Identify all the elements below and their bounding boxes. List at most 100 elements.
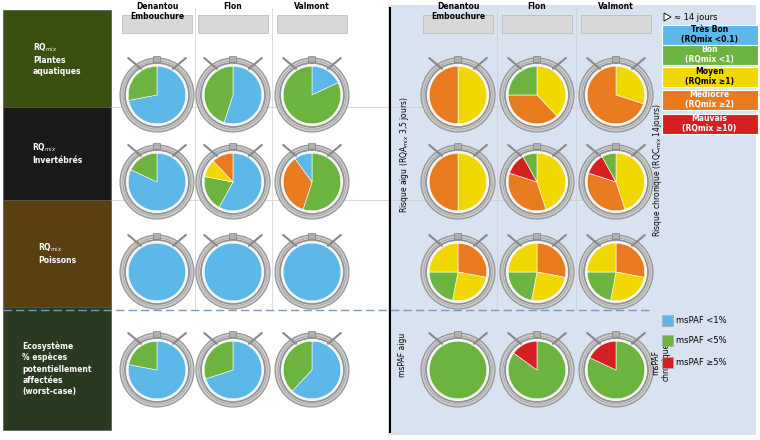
Ellipse shape	[421, 58, 495, 132]
Ellipse shape	[199, 336, 267, 404]
FancyBboxPatch shape	[230, 143, 236, 150]
FancyBboxPatch shape	[581, 15, 651, 33]
Text: Médiocre
(RQmix ≥2): Médiocre (RQmix ≥2)	[685, 90, 734, 109]
Text: RQ$_{mix}$
Poissons: RQ$_{mix}$ Poissons	[38, 242, 76, 265]
FancyBboxPatch shape	[662, 315, 673, 326]
Wedge shape	[131, 153, 157, 182]
Ellipse shape	[275, 235, 349, 309]
Ellipse shape	[280, 338, 344, 402]
Ellipse shape	[201, 338, 265, 402]
FancyBboxPatch shape	[309, 143, 315, 150]
FancyBboxPatch shape	[661, 114, 758, 133]
Ellipse shape	[500, 333, 574, 407]
Ellipse shape	[201, 150, 265, 214]
Wedge shape	[616, 243, 644, 277]
Wedge shape	[293, 341, 340, 399]
Ellipse shape	[120, 58, 194, 132]
Ellipse shape	[196, 333, 270, 407]
Ellipse shape	[579, 58, 653, 132]
Ellipse shape	[584, 150, 648, 214]
Text: msPAF <1%: msPAF <1%	[676, 315, 727, 325]
FancyBboxPatch shape	[423, 15, 493, 33]
Ellipse shape	[500, 145, 574, 219]
Wedge shape	[587, 243, 616, 272]
FancyBboxPatch shape	[613, 234, 619, 239]
FancyBboxPatch shape	[309, 331, 315, 337]
FancyBboxPatch shape	[502, 15, 572, 33]
Ellipse shape	[579, 145, 653, 219]
Text: Valmont: Valmont	[598, 2, 634, 11]
FancyBboxPatch shape	[122, 15, 192, 33]
Wedge shape	[295, 153, 312, 182]
Ellipse shape	[426, 150, 490, 214]
Ellipse shape	[278, 148, 346, 216]
Wedge shape	[537, 153, 565, 209]
Wedge shape	[514, 341, 537, 370]
Wedge shape	[429, 66, 458, 124]
Wedge shape	[128, 153, 185, 211]
Ellipse shape	[579, 235, 653, 309]
Wedge shape	[458, 66, 487, 124]
FancyBboxPatch shape	[534, 143, 540, 150]
Ellipse shape	[505, 150, 569, 214]
FancyBboxPatch shape	[230, 234, 236, 239]
Wedge shape	[508, 173, 546, 211]
Wedge shape	[206, 341, 261, 399]
Text: Risque aigu (RQA$_{mix}$ 3,5 jours): Risque aigu (RQA$_{mix}$ 3,5 jours)	[398, 97, 411, 213]
Text: ≈ 14 jours: ≈ 14 jours	[674, 12, 717, 22]
FancyBboxPatch shape	[613, 56, 619, 62]
FancyBboxPatch shape	[3, 307, 111, 430]
FancyBboxPatch shape	[661, 89, 758, 110]
Ellipse shape	[275, 145, 349, 219]
FancyBboxPatch shape	[534, 56, 540, 62]
Wedge shape	[523, 153, 537, 182]
Wedge shape	[283, 159, 312, 209]
Wedge shape	[587, 66, 644, 124]
Text: Mauvais
(RQmix ≥10): Mauvais (RQmix ≥10)	[682, 114, 736, 133]
FancyBboxPatch shape	[3, 10, 111, 107]
Ellipse shape	[199, 61, 267, 129]
Ellipse shape	[120, 235, 194, 309]
Ellipse shape	[582, 148, 650, 216]
Wedge shape	[602, 153, 616, 182]
FancyBboxPatch shape	[388, 5, 756, 435]
Ellipse shape	[199, 148, 267, 216]
Wedge shape	[537, 66, 565, 116]
Ellipse shape	[500, 235, 574, 309]
Wedge shape	[204, 341, 233, 379]
Text: Flon: Flon	[527, 2, 546, 11]
Text: Denantou
Embouchure: Denantou Embouchure	[431, 2, 485, 22]
Ellipse shape	[505, 338, 569, 402]
FancyBboxPatch shape	[661, 66, 758, 87]
Wedge shape	[508, 66, 537, 95]
FancyBboxPatch shape	[3, 200, 111, 307]
Ellipse shape	[424, 336, 492, 404]
FancyBboxPatch shape	[534, 234, 540, 239]
Ellipse shape	[278, 61, 346, 129]
Ellipse shape	[426, 338, 490, 402]
Ellipse shape	[125, 338, 189, 402]
Text: Risque chronique (RQC$_{mix}$ 14jours): Risque chronique (RQC$_{mix}$ 14jours)	[651, 103, 664, 237]
Text: RQ$_{mix}$
Invertébrés: RQ$_{mix}$ Invertébrés	[32, 142, 82, 165]
Wedge shape	[283, 341, 312, 391]
Ellipse shape	[503, 148, 571, 216]
Ellipse shape	[503, 61, 571, 129]
Wedge shape	[204, 243, 261, 301]
Ellipse shape	[421, 333, 495, 407]
Ellipse shape	[125, 240, 189, 304]
Wedge shape	[508, 243, 537, 272]
Ellipse shape	[275, 333, 349, 407]
Text: msPAF
chronique: msPAF chronique	[651, 343, 670, 381]
Ellipse shape	[503, 336, 571, 404]
FancyBboxPatch shape	[309, 234, 315, 239]
Ellipse shape	[584, 63, 648, 127]
FancyBboxPatch shape	[277, 15, 347, 33]
Wedge shape	[508, 95, 557, 124]
Ellipse shape	[421, 235, 495, 309]
Wedge shape	[588, 157, 616, 182]
Ellipse shape	[123, 336, 191, 404]
Ellipse shape	[280, 150, 344, 214]
Wedge shape	[283, 243, 340, 301]
Wedge shape	[128, 341, 185, 399]
Wedge shape	[587, 173, 625, 211]
